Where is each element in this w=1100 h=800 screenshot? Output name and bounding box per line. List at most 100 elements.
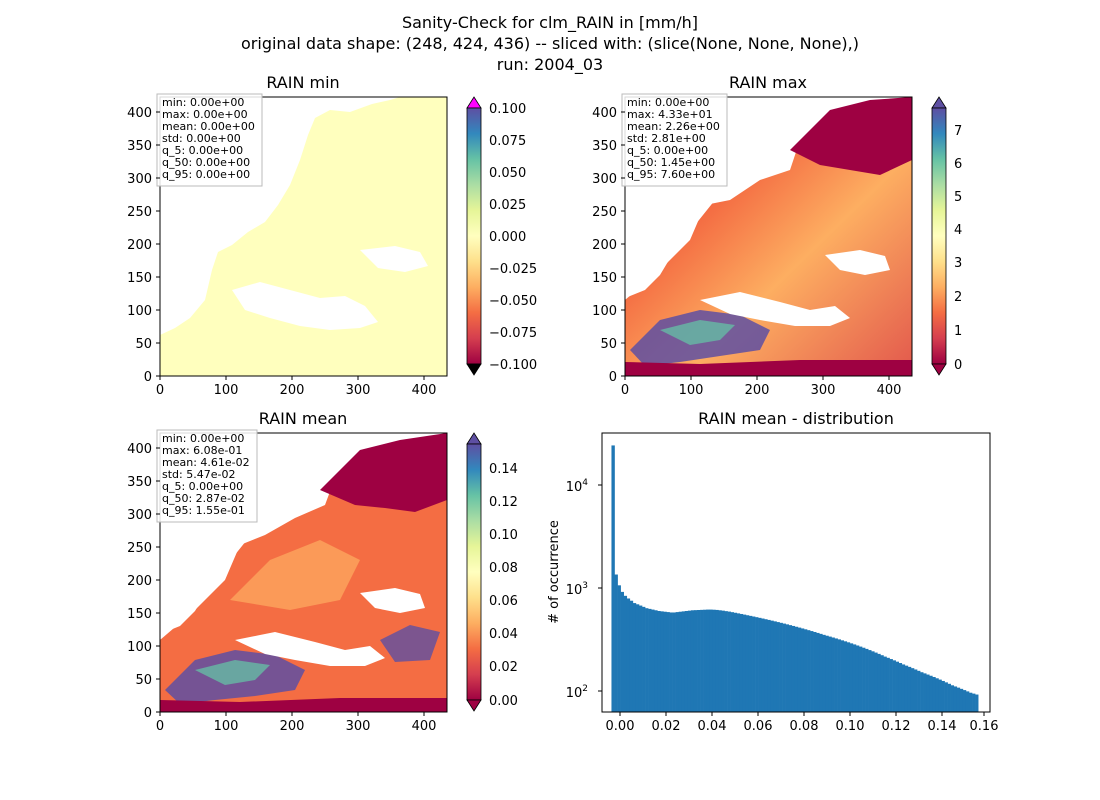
histogram-bar [785, 624, 790, 712]
y-tick-label: 100 [127, 304, 152, 319]
histogram-bar [892, 660, 896, 712]
histogram-bar [895, 661, 900, 712]
histogram-bar [693, 610, 698, 712]
stats-lines: min: 0.00e+00 max: 6.08e-01 mean: 4.61e-… [162, 432, 250, 517]
histogram-bar [828, 636, 832, 712]
histogram-bar [843, 641, 848, 712]
colorbar-tick-labels: 0.100 0.075 0.050 0.025 0.000 −0.025 −0.… [489, 102, 537, 373]
x-tick-label: 0.10 [836, 719, 865, 734]
y-tick-label: 400 [127, 106, 152, 121]
histogram-bar [944, 682, 948, 712]
histogram-bar [645, 608, 649, 712]
colorbar-tick-label: 0.14 [489, 462, 518, 477]
sea-cutout-black [360, 246, 428, 272]
histogram-bar [883, 656, 887, 712]
x-tick-labels: 0 100 200 300 400 [156, 719, 437, 734]
colorbar-tick-label: −0.050 [489, 294, 537, 309]
y-tick-marks [621, 111, 625, 377]
y-tick-exponent: 4 [582, 478, 588, 488]
histogram-bar [776, 622, 780, 712]
y-tick-label: 350 [592, 139, 617, 154]
histogram-bar [742, 614, 747, 712]
histogram-bar [773, 621, 777, 712]
y-tick-labels: 0 50 100 150 200 250 300 350 400 [127, 106, 152, 385]
histogram-bar [819, 633, 823, 712]
histogram-bars [611, 445, 979, 712]
histogram-bar [739, 613, 744, 712]
colorbar-tick-label: 0.100 [489, 102, 526, 117]
histogram-bar [972, 693, 976, 712]
colorbar-tick-label: 0.12 [489, 495, 518, 510]
histogram-bar [910, 668, 915, 712]
panel-distribution: RAIN mean - distribution # of occurrence… [547, 409, 998, 734]
sea-cutout [232, 282, 378, 330]
histogram-bar [813, 631, 817, 712]
histogram-bar [941, 680, 945, 712]
y-tick-label: 0 [144, 370, 152, 385]
colorbar-tick-label: −0.100 [489, 358, 537, 373]
histogram-bar [877, 653, 881, 712]
histogram-bar [907, 666, 912, 712]
colorbar-tick-label: 6 [954, 157, 962, 172]
histogram-bar [855, 645, 860, 712]
histogram-bar [917, 670, 921, 712]
stat-line: q_5: 0.00e+00 [162, 480, 243, 493]
y-tick-label: 250 [592, 205, 617, 220]
stats-box [156, 93, 263, 187]
x-tick-label: 200 [280, 719, 305, 734]
x-tick-marks [159, 712, 425, 716]
panel-title-min: RAIN min [266, 73, 339, 92]
stats-lines: min: 0.00e+00 max: 0.00e+00 mean: 0.00e+… [162, 96, 255, 181]
x-tick-label: 300 [811, 383, 836, 398]
histogram-bar [687, 610, 692, 712]
heatmap-field [160, 433, 447, 712]
colorbar-tick-label: 2 [954, 290, 962, 305]
histogram-bar [947, 683, 951, 712]
colorbar-tick-label: 0.04 [489, 627, 518, 642]
colorbar-tick-labels: 7 6 5 4 3 2 1 0 [954, 124, 962, 373]
stat-line: mean: 0.00e+00 [162, 120, 255, 133]
histogram-bar [837, 639, 841, 712]
y-tick-base: 10 [566, 480, 583, 495]
colorbar-extend-over [931, 96, 947, 109]
histogram-bar [962, 690, 967, 712]
histogram-bar [697, 610, 701, 712]
histogram-bar [660, 611, 664, 712]
histogram-bar [654, 610, 658, 712]
histogram-bar [755, 617, 759, 712]
x-tick-label: 0.00 [606, 719, 635, 734]
x-tick-label: 0.16 [970, 719, 999, 734]
y-tick-label: 150 [592, 271, 617, 286]
histogram-bar [825, 635, 829, 712]
histogram-bar [871, 651, 875, 712]
panel-title-mean: RAIN mean [259, 409, 348, 428]
histogram-bar [617, 585, 621, 712]
x-tick-label: 0.14 [928, 719, 957, 734]
colorbar-extend-under [466, 699, 482, 712]
histogram-bar [626, 598, 631, 712]
stat-line: q_5: 0.00e+00 [627, 144, 708, 157]
histogram-bar [950, 685, 955, 712]
x-tick-label: 0.02 [652, 719, 681, 734]
panel-rain-max: RAIN max min: 0.00e+00 max: 4.33e+01 mea… [592, 73, 913, 398]
x-tick-label: 100 [214, 719, 239, 734]
histogram-bar [901, 664, 906, 712]
y-tick-label: 100 [127, 640, 152, 655]
histogram-bar [779, 622, 783, 712]
figure-title-line-2: original data shape: (248, 424, 436) -- … [241, 34, 859, 53]
histogram-bar [669, 612, 673, 712]
colorbar-tick-label: 7 [954, 124, 962, 139]
histogram-bar [880, 655, 884, 712]
x-tick-label: 200 [280, 383, 305, 398]
histogram-bar [651, 609, 655, 712]
plot-frame [601, 432, 991, 713]
histogram-bar [672, 612, 676, 712]
stat-line: max: 6.08e-01 [162, 444, 242, 457]
panel-rain-mean: RAIN mean min: 0.00e+00 max: 6.08e-01 me… [127, 409, 448, 734]
x-tick-label: 400 [412, 719, 437, 734]
histogram-bar [623, 595, 628, 712]
histogram-bar [684, 611, 689, 712]
histogram-bar [620, 591, 624, 712]
x-tick-labels: 0 100 200 300 400 [156, 383, 437, 398]
stat-line: std: 5.47e-02 [162, 468, 235, 481]
